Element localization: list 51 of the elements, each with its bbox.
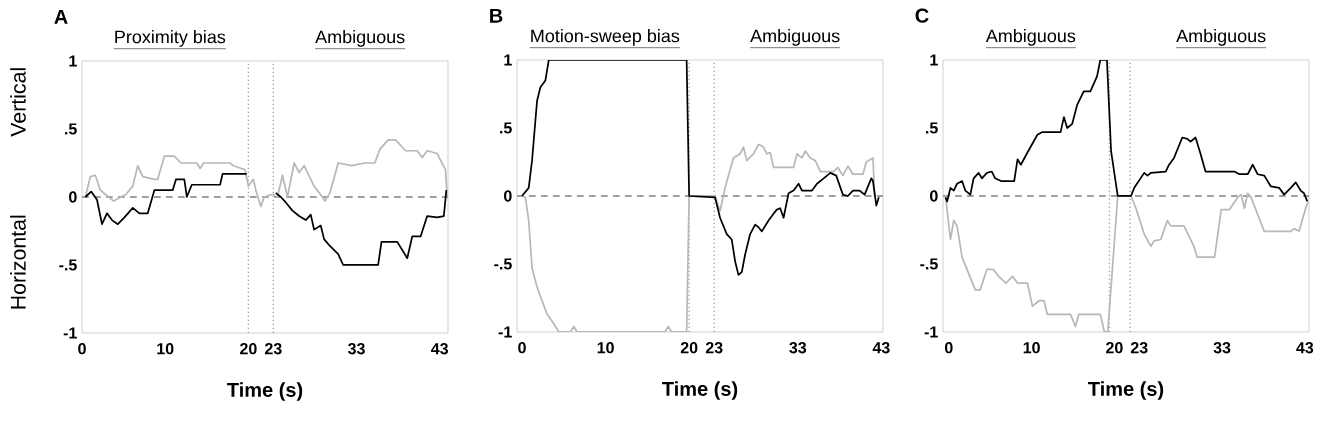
line-series xyxy=(521,60,880,276)
line-series xyxy=(944,60,1309,203)
text: Ambiguous xyxy=(750,29,840,46)
chart-title: B xyxy=(490,8,503,23)
x-tick-label: 0 xyxy=(518,342,526,354)
x-tick-label: 20 xyxy=(1106,342,1123,354)
x-tick-label: 0 xyxy=(78,343,86,355)
chart-title: C xyxy=(915,8,929,23)
y-tick-label: -.5 xyxy=(59,259,77,271)
x-tick-label: 0 xyxy=(944,342,953,354)
text: Horizontal xyxy=(10,215,26,309)
x-tick-label: 23 xyxy=(265,343,282,355)
x-axis-title: Time (s) xyxy=(1088,381,1164,400)
text: Ambiguous xyxy=(985,29,1076,46)
x-tick-label: 23 xyxy=(1130,342,1148,354)
x-axis-title: Time (s) xyxy=(662,381,738,400)
text: Proximity bias xyxy=(115,30,226,47)
x-tick-label: 20 xyxy=(240,343,257,355)
x-tick-label: 33 xyxy=(789,342,807,354)
y-tick-label: 1 xyxy=(504,54,512,66)
line-series xyxy=(84,139,449,208)
x-tick-label: 10 xyxy=(157,343,174,355)
y-tick-label: -1 xyxy=(498,326,512,338)
x-tick-label: 43 xyxy=(1296,342,1314,354)
x-tick-label: 10 xyxy=(1023,342,1040,354)
y-tick-label: .5 xyxy=(65,123,77,135)
text: Motion-sweep bias xyxy=(531,29,680,46)
x-tick-label: 20 xyxy=(680,342,698,354)
y-tick-label: -1 xyxy=(924,326,938,338)
y-tick-label: 1 xyxy=(930,54,938,66)
y-tick-label: 0 xyxy=(930,190,938,202)
line-series xyxy=(521,143,876,332)
x-tick-label: 33 xyxy=(1213,342,1231,354)
y-tick-label: .5 xyxy=(500,122,512,134)
y-tick-label: -.5 xyxy=(494,258,512,270)
x-tick-label: 43 xyxy=(872,342,890,354)
y-tick-label: 0 xyxy=(504,190,512,202)
x-tick-label: 10 xyxy=(597,342,614,354)
text: Ambiguous xyxy=(1176,29,1266,46)
text: Vertical xyxy=(10,68,26,137)
y-tick-label: 0 xyxy=(69,191,77,203)
y-tick-label: 1 xyxy=(69,55,77,67)
y-tick-label: -.5 xyxy=(920,258,938,270)
x-tick-label: 33 xyxy=(347,343,365,355)
text: Ambiguous xyxy=(315,30,405,47)
y-tick-label: -1 xyxy=(63,327,77,339)
x-axis-title: Time (s) xyxy=(227,382,303,401)
x-tick-label: 23 xyxy=(705,342,723,354)
x-tick-label: 43 xyxy=(431,343,449,355)
y-tick-label: .5 xyxy=(926,122,938,134)
chart-title: A xyxy=(54,9,68,24)
